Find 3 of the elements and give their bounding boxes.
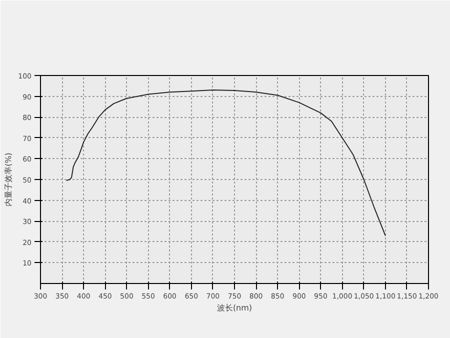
- y-axis-title: 内量子效率(%): [4, 152, 14, 206]
- line-series: [66, 90, 386, 236]
- x-axis-title: 波长(nm): [216, 304, 252, 312]
